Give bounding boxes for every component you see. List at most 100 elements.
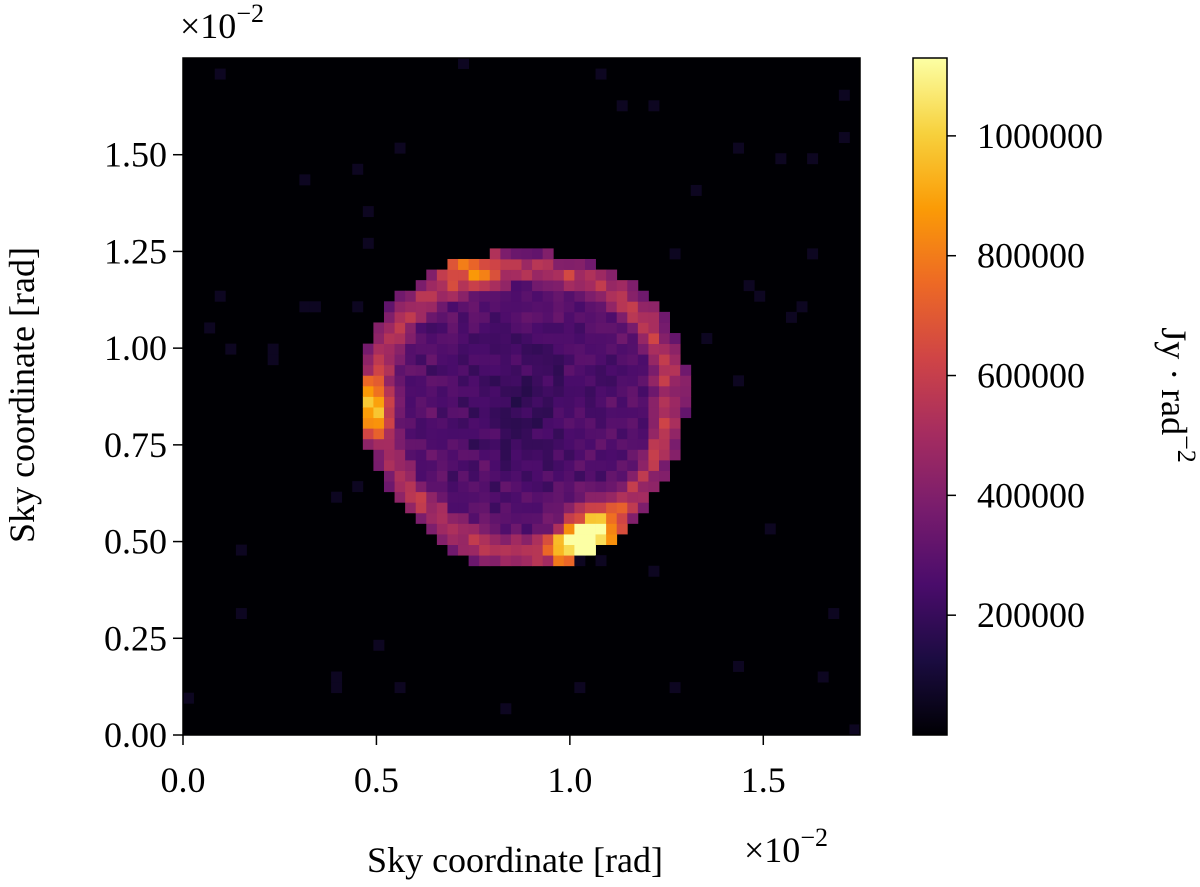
heatmap-cell bbox=[500, 428, 512, 440]
heatmap-cell bbox=[500, 523, 512, 535]
heatmap-cell bbox=[627, 407, 639, 419]
heatmap-cell bbox=[584, 258, 596, 270]
heatmap-cell bbox=[479, 301, 491, 313]
heatmap-cell bbox=[574, 459, 586, 471]
heatmap-cell bbox=[183, 692, 194, 704]
heatmap-cell bbox=[405, 459, 417, 471]
heatmap-cell bbox=[510, 322, 522, 334]
heatmap-cell bbox=[362, 237, 374, 249]
heatmap-cell bbox=[595, 311, 607, 323]
heatmap-cell bbox=[616, 396, 628, 408]
heatmap-cell bbox=[616, 343, 628, 355]
heatmap-cell bbox=[627, 449, 639, 461]
heatmap-cell bbox=[373, 333, 385, 345]
heatmap-cell bbox=[479, 491, 491, 503]
heatmap-cell bbox=[584, 491, 596, 503]
heatmap-cell bbox=[616, 375, 628, 387]
heatmap-cell bbox=[553, 364, 565, 376]
heatmap-cell bbox=[574, 354, 586, 366]
heatmap-cell bbox=[352, 163, 364, 175]
heatmap-cell bbox=[553, 544, 565, 556]
heatmap-cell bbox=[426, 470, 438, 482]
heatmap-cell bbox=[521, 248, 533, 260]
heatmap-cell bbox=[500, 544, 512, 556]
heatmap-cell bbox=[352, 301, 364, 313]
heatmap-cell bbox=[584, 438, 596, 450]
heatmap-cell bbox=[383, 396, 395, 408]
heatmap-cell bbox=[489, 502, 501, 514]
heatmap-cell bbox=[489, 407, 501, 419]
heatmap-cell bbox=[553, 280, 565, 292]
heatmap-cell bbox=[447, 311, 459, 323]
heatmap-cell bbox=[563, 407, 575, 419]
heatmap-cell bbox=[532, 407, 544, 419]
heatmap-cell bbox=[500, 301, 512, 313]
heatmap-cell bbox=[637, 449, 649, 461]
heatmap-cell bbox=[595, 523, 607, 535]
heatmap-cell bbox=[532, 438, 544, 450]
heatmap-cell bbox=[436, 343, 448, 355]
heatmap-cell bbox=[500, 459, 512, 471]
y-tick-label: 0.25 bbox=[104, 618, 167, 658]
heatmap-cell bbox=[616, 481, 628, 493]
heatmap-cell bbox=[458, 280, 470, 292]
heatmap-cell bbox=[510, 407, 522, 419]
heatmap-cell bbox=[532, 290, 544, 302]
heatmap-cell bbox=[479, 449, 491, 461]
heatmap-cell bbox=[532, 311, 544, 323]
heatmap-cell bbox=[479, 544, 491, 556]
heatmap-cell bbox=[510, 375, 522, 387]
heatmap-cell bbox=[574, 364, 586, 376]
heatmap-cell bbox=[553, 534, 565, 545]
colorbar-tick-label: 200000 bbox=[977, 595, 1085, 635]
heatmap-cell bbox=[468, 269, 480, 281]
heatmap-cell bbox=[669, 333, 681, 345]
heatmap-cell bbox=[584, 354, 596, 366]
heatmap-cell bbox=[553, 375, 565, 387]
heatmap-cell bbox=[637, 491, 649, 503]
heatmap-cell bbox=[500, 703, 512, 715]
x-axis-ticks: 0.0 0.5 1.0 1.5 bbox=[161, 735, 786, 800]
heatmap-cell bbox=[436, 523, 448, 535]
heatmap-cell bbox=[595, 407, 607, 419]
heatmap-cell bbox=[415, 481, 427, 493]
heatmap-cell bbox=[521, 555, 533, 567]
heatmap-cell bbox=[521, 449, 533, 461]
heatmap-cell bbox=[542, 343, 554, 355]
heatmap-cell bbox=[426, 459, 438, 471]
heatmap-cell bbox=[648, 375, 660, 387]
heatmap-cell bbox=[648, 333, 660, 345]
heatmap-cell bbox=[584, 311, 596, 323]
heatmap-cell bbox=[637, 438, 649, 450]
heatmap-cell bbox=[394, 354, 406, 366]
heatmap-cell bbox=[500, 449, 512, 461]
heatmap-cell bbox=[606, 491, 618, 503]
heatmap-cell bbox=[458, 534, 470, 545]
colorbar-tick-label: 600000 bbox=[977, 356, 1085, 396]
heatmap-cell bbox=[680, 396, 692, 408]
heatmap-cell bbox=[532, 258, 544, 270]
heatmap-cell bbox=[447, 375, 459, 387]
heatmap-cell bbox=[362, 438, 374, 450]
heatmap-cell bbox=[648, 385, 660, 397]
heatmap-cell bbox=[521, 481, 533, 493]
heatmap-cell bbox=[405, 322, 417, 334]
heatmap-cell bbox=[616, 523, 628, 535]
heatmap-cell bbox=[532, 375, 544, 387]
heatmap-cell bbox=[383, 385, 395, 397]
heatmap-cell bbox=[405, 375, 417, 387]
heatmap-cell bbox=[458, 290, 470, 302]
heatmap-cell bbox=[436, 385, 448, 397]
heatmap-cell bbox=[521, 258, 533, 270]
heatmap-cell bbox=[595, 68, 607, 80]
heatmap-cell bbox=[383, 364, 395, 376]
heatmap-cell bbox=[415, 322, 427, 334]
heatmap-cell bbox=[458, 58, 470, 69]
heatmap-cell bbox=[563, 354, 575, 366]
heatmap-cell bbox=[383, 470, 395, 482]
heatmap-cell bbox=[584, 449, 596, 461]
heatmap-cell bbox=[616, 290, 628, 302]
heatmap-cell bbox=[489, 290, 501, 302]
heatmap-cell bbox=[521, 512, 533, 524]
heatmap-cell bbox=[458, 470, 470, 482]
